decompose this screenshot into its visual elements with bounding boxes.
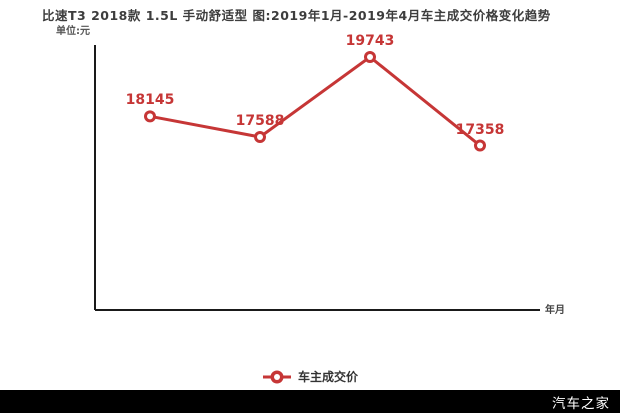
y-axis-unit-label: 单位:元: [56, 26, 90, 37]
legend-series-label: 车主成交价: [297, 370, 359, 384]
point-value-label: 19743: [345, 33, 395, 49]
point-value-label: 17588: [235, 113, 285, 129]
point-value-label: 17358: [455, 121, 505, 138]
chart-legend: 车主成交价: [262, 368, 358, 385]
footer-watermark-bar: 汽车之家: [0, 390, 620, 413]
x-axis-title: 年月: [545, 305, 565, 316]
data-point-marker-hole: [367, 54, 373, 60]
point-value-label: 18145: [125, 92, 175, 109]
line-chart-canvas: [94, 45, 540, 311]
chart-title: 比速T3 2018款 1.5L 手动舒适型 图:2019年1月-2019年4月车…: [42, 8, 551, 23]
data-point-marker-hole: [147, 113, 153, 120]
data-point-marker-hole: [477, 142, 483, 149]
legend-line-marker-icon: [262, 370, 291, 383]
price-trend-line: [149, 55, 481, 147]
data-point-marker-hole: [273, 373, 280, 380]
brand-watermark: 汽车之家: [552, 395, 610, 412]
data-point-marker-hole: [257, 134, 263, 140]
